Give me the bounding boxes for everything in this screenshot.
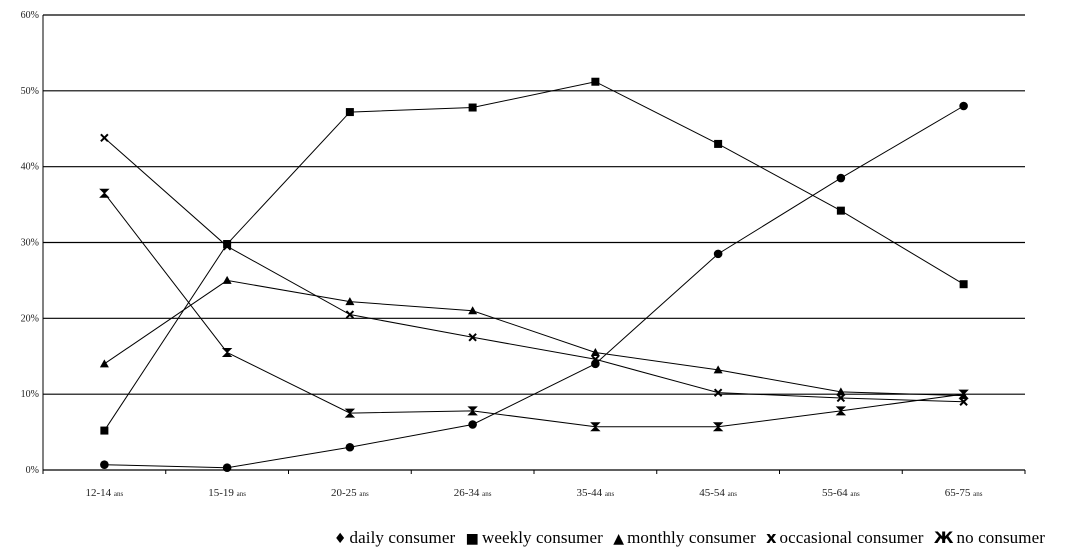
data-point-no-consumer xyxy=(958,389,969,399)
data-point-monthly-consumer xyxy=(222,275,232,284)
data-point-weekly-consumer xyxy=(591,77,600,86)
legend-label-weekly: weekly consumer xyxy=(481,528,603,547)
data-point-occasional-consumer xyxy=(591,355,600,364)
x-tick-label: 12-14 ans xyxy=(85,487,123,499)
data-point-no-consumer xyxy=(344,408,356,418)
data-point-no-consumer xyxy=(99,188,110,198)
data-point-daily-consumer xyxy=(713,249,723,259)
data-point-daily-consumer xyxy=(959,101,968,111)
y-tick-label: 20% xyxy=(21,313,39,324)
data-point-occasional-consumer xyxy=(345,310,355,319)
x-tick-label: 35-44 ans xyxy=(576,487,614,499)
y-tick-label: 60% xyxy=(21,10,39,21)
data-point-monthly-consumer xyxy=(468,306,478,315)
legend-monthly-consumer: ▲ monthly consumer xyxy=(613,528,756,547)
data-point-weekly-consumer xyxy=(223,240,232,249)
data-point-occasional-consumer xyxy=(100,133,109,143)
x-axis-ticks: 12-14 ans 15-19 ans 20-25 ans 26-34 ans 35-4… xyxy=(85,487,982,499)
series-line-no-consumer xyxy=(103,192,964,428)
series-line-occasional-consumer xyxy=(104,137,964,403)
x-tick-label: 45-54 ans xyxy=(699,487,737,499)
x-tick-label: 20-25 ans xyxy=(331,487,369,499)
data-point-no-consumer xyxy=(590,422,601,432)
data-point-no-consumer xyxy=(467,406,478,416)
data-point-weekly-consumer xyxy=(345,108,354,117)
y-tick-label: 0% xyxy=(26,465,39,476)
y-tick-label: 50% xyxy=(21,86,39,97)
series-no-consumer xyxy=(99,188,969,432)
y-tick-label: 30% xyxy=(21,238,39,249)
data-point-occasional-consumer xyxy=(959,397,968,406)
legend-square-icon: ■ xyxy=(465,531,479,547)
y-tick-label: 40% xyxy=(21,162,39,173)
data-point-daily-consumer xyxy=(222,463,232,473)
legend-weekly-consumer: ■ weekly consumer xyxy=(466,528,603,547)
legend-triangle-icon: ▲ xyxy=(613,531,625,547)
legend-label-monthly: monthly consumer xyxy=(627,528,756,547)
legend-diamond-icon: ♦ xyxy=(333,531,347,547)
data-point-occasional-consumer xyxy=(713,388,723,397)
data-point-daily-consumer xyxy=(591,359,600,369)
data-point-daily-consumer xyxy=(836,173,846,183)
data-point-no-consumer xyxy=(835,406,847,416)
series-line-weekly-consumer xyxy=(103,81,964,431)
data-point-monthly-consumer xyxy=(836,387,846,396)
data-point-no-consumer xyxy=(712,422,724,432)
data-point-occasional-consumer xyxy=(222,242,232,251)
legend: ♦ daily consumer ■ weekly consumer ▲ monthl… xyxy=(328,528,1045,548)
data-point-weekly-consumer xyxy=(468,103,477,112)
data-point-weekly-consumer xyxy=(836,206,845,215)
data-point-occasional-consumer xyxy=(836,393,846,403)
legend-label-none: no consumer xyxy=(956,528,1045,547)
data-point-daily-consumer xyxy=(100,460,109,469)
series-line-monthly-consumer xyxy=(104,279,964,397)
legend-label-occasional: occasional consumer xyxy=(779,528,924,547)
data-point-monthly-consumer xyxy=(590,347,600,356)
line-chart: 0% 10% 20% 30% 40% 50% 60% 12-14 ans 15-19 ans 2… xyxy=(21,10,1026,499)
legend-label-daily: daily consumer xyxy=(349,528,456,547)
legend-occasional-consumer: x occasional consumer xyxy=(766,528,923,547)
series-line-daily-consumer xyxy=(104,105,964,469)
y-tick-label: 10% xyxy=(21,389,39,400)
data-point-daily-consumer xyxy=(468,420,477,429)
data-point-no-consumer xyxy=(221,347,233,357)
legend-x-icon: x xyxy=(766,528,777,547)
x-tick-label: 26-34 ans xyxy=(454,487,492,499)
x-tick-label: 65-75 ans xyxy=(945,487,983,499)
data-point-monthly-consumer xyxy=(713,365,723,374)
data-point-monthly-consumer xyxy=(345,297,355,306)
data-point-monthly-consumer xyxy=(99,359,109,368)
gridlines xyxy=(42,14,1026,474)
data-point-occasional-consumer xyxy=(468,333,477,342)
y-axis-ticks: 0% 10% 20% 30% 40% 50% 60% xyxy=(21,10,39,476)
series-layer xyxy=(99,77,969,473)
legend-daily-consumer: ♦ daily consumer xyxy=(334,528,455,547)
x-tick-label: 55-64 ans xyxy=(822,487,860,499)
series-occasional-consumer xyxy=(100,133,968,406)
data-point-weekly-consumer xyxy=(959,280,968,289)
data-point-weekly-consumer xyxy=(714,139,723,148)
series-daily-consumer xyxy=(100,101,968,473)
data-point-weekly-consumer xyxy=(100,426,109,435)
x-tick-label: 15-19 ans xyxy=(208,487,246,499)
legend-zhe-icon: Ж xyxy=(933,528,954,547)
series-weekly-consumer xyxy=(100,77,968,435)
data-point-daily-consumer xyxy=(345,442,355,452)
series-monthly-consumer xyxy=(99,275,969,400)
